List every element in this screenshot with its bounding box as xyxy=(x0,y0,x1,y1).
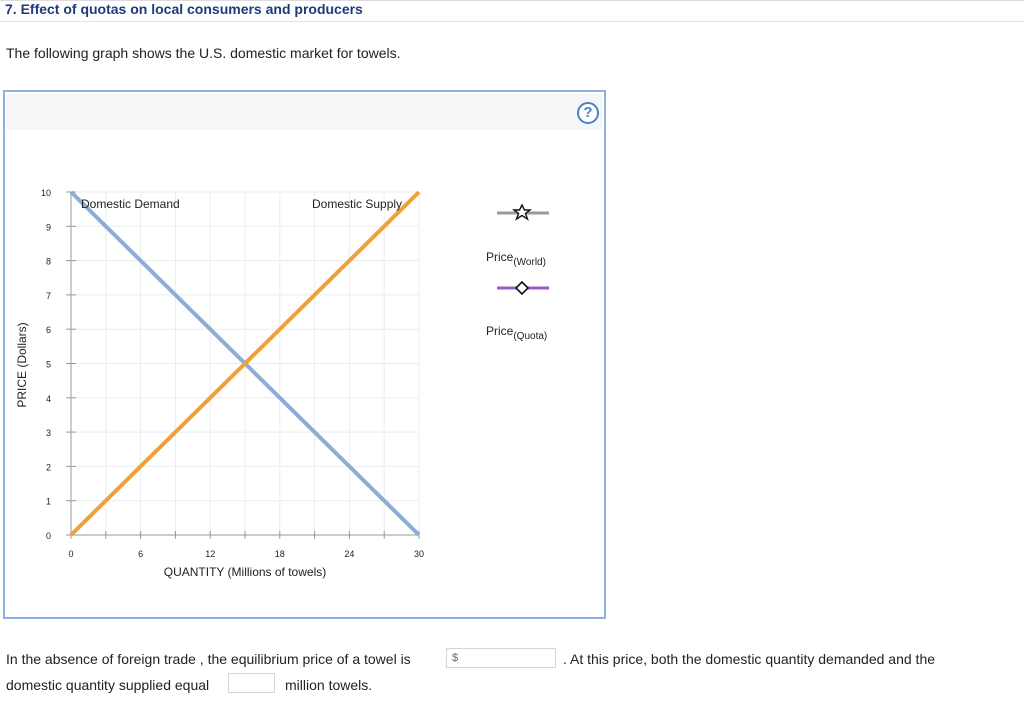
y-tick-label: 0 xyxy=(46,531,51,541)
series xyxy=(69,190,421,537)
y-tick-label: 9 xyxy=(46,222,51,232)
y-tick-label: 2 xyxy=(46,462,51,472)
sentence-part2: . At this price, both the domestic quant… xyxy=(563,651,936,667)
sentence-part4: million towels. xyxy=(285,677,373,693)
legend: Price(World) Price(Quota) xyxy=(486,203,549,342)
x-tick-label: 30 xyxy=(414,549,424,559)
x-tick-label: 12 xyxy=(205,549,215,559)
diamond-icon[interactable] xyxy=(514,280,530,296)
grid xyxy=(71,191,420,535)
x-tick-label: 6 xyxy=(138,549,143,559)
demand-curve-label: Domestic Demand xyxy=(81,197,180,211)
y-tick-label: 7 xyxy=(46,291,51,301)
domestic-supply-curve xyxy=(69,190,421,537)
help-icon[interactable]: ? xyxy=(577,102,599,124)
dollar-sign: $ xyxy=(452,652,459,664)
y-tick-label: 8 xyxy=(46,257,51,267)
title-divider xyxy=(0,21,1024,22)
supply-curve-label: Domestic Supply xyxy=(312,197,402,211)
question-title: 7. Effect of quotas on local consumers a… xyxy=(5,1,363,17)
y-tick-label: 4 xyxy=(46,394,51,404)
world-price-label: Price(World) xyxy=(486,250,546,268)
y-tick-label: 1 xyxy=(46,497,51,507)
y-tick-label: 10 xyxy=(41,188,51,198)
top-divider xyxy=(0,0,1024,1)
star-icon[interactable] xyxy=(511,203,533,221)
y-tick-label: 3 xyxy=(46,428,51,438)
price-answer-input[interactable]: $ xyxy=(446,648,556,668)
question-sentence-line1: In the absence of foreign trade , the eq… xyxy=(6,651,411,667)
x-tick-label: 18 xyxy=(275,549,285,559)
x-tick-label: 0 xyxy=(68,549,73,559)
quota-price-label: Price(Quota) xyxy=(486,324,547,342)
sentence-part3: domestic quantity supplied equal xyxy=(6,677,210,693)
y-tick-label: 6 xyxy=(46,325,51,335)
graph-panel: ? xyxy=(3,90,606,619)
labels: QUANTITY (Millions of towels) PRICE (Dol… xyxy=(15,197,402,579)
y-tick-label: 5 xyxy=(46,360,51,370)
sentence-part1: In the absence of foreign trade , the eq… xyxy=(6,651,411,667)
x-tick-label: 24 xyxy=(344,549,354,559)
graph-toolbar: ? xyxy=(7,94,602,130)
x-axis-label: QUANTITY (Millions of towels) xyxy=(164,565,326,579)
question-intro: The following graph shows the U.S. domes… xyxy=(6,45,401,61)
y-axis-label: PRICE (Dollars) xyxy=(15,322,29,407)
quantity-answer-input[interactable] xyxy=(228,673,275,693)
